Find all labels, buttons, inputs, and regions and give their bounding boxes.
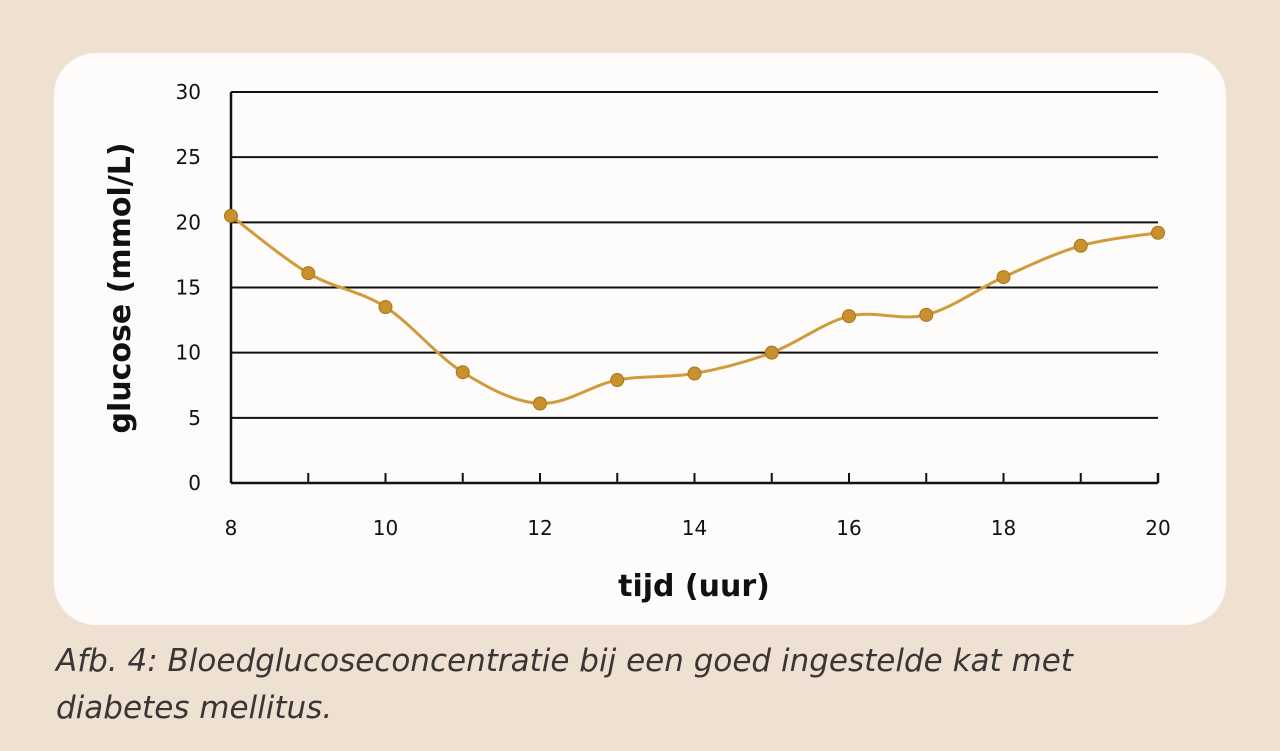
data-point-10 xyxy=(378,300,393,315)
data-point-16 xyxy=(842,309,856,324)
y-tick-label: 5 xyxy=(188,406,201,430)
tick-labels: 0 5 10 15 20 25 30 8 10 12 14 16 18 20 xyxy=(176,80,1171,540)
y-tick-label: 15 xyxy=(176,276,201,300)
data-point-17 xyxy=(919,307,934,322)
series-glucose xyxy=(224,208,1165,411)
data-point-19 xyxy=(1073,238,1088,253)
data-point-13 xyxy=(610,373,625,388)
caption-line-2: diabetes mellitus. xyxy=(56,690,333,726)
y-tick-label: 0 xyxy=(188,471,201,495)
x-tick-label: 12 xyxy=(527,516,552,540)
data-point-15 xyxy=(764,345,779,360)
x-tick-label: 18 xyxy=(991,516,1016,540)
caption-line-1: Afb. 4: Bloedglucoseconcentratie bij een… xyxy=(56,643,1073,679)
grid-lines xyxy=(231,91,1158,419)
figure-caption: Afb. 4: Bloedglucoseconcentratie bij een… xyxy=(56,638,1216,732)
data-point-20 xyxy=(1151,225,1165,240)
data-point-9 xyxy=(301,266,316,281)
data-point-14 xyxy=(687,366,702,381)
data-point-12 xyxy=(533,396,547,411)
data-point-18 xyxy=(996,270,1011,285)
x-tick-label: 16 xyxy=(836,516,861,540)
x-tick-label: 14 xyxy=(682,516,707,540)
x-tick-label: 8 xyxy=(225,516,238,540)
x-tick-label: 20 xyxy=(1145,516,1170,540)
axes xyxy=(229,92,1160,485)
data-point-11 xyxy=(455,365,470,380)
glucose-line-chart: 0 5 10 15 20 25 30 8 10 12 14 16 18 20 tijd (uur) glu… xyxy=(103,80,1171,604)
chart-panel xyxy=(54,53,1226,625)
y-tick-label: 20 xyxy=(176,210,201,234)
y-tick-label: 10 xyxy=(176,341,201,365)
data-point-8 xyxy=(224,208,238,223)
y-axis-title: glucose (mmol/L) xyxy=(103,142,138,433)
y-tick-label: 25 xyxy=(176,145,201,169)
x-axis-title: tijd (uur) xyxy=(618,569,770,604)
x-tick-label: 10 xyxy=(373,516,398,540)
y-tick-label: 30 xyxy=(176,80,201,104)
